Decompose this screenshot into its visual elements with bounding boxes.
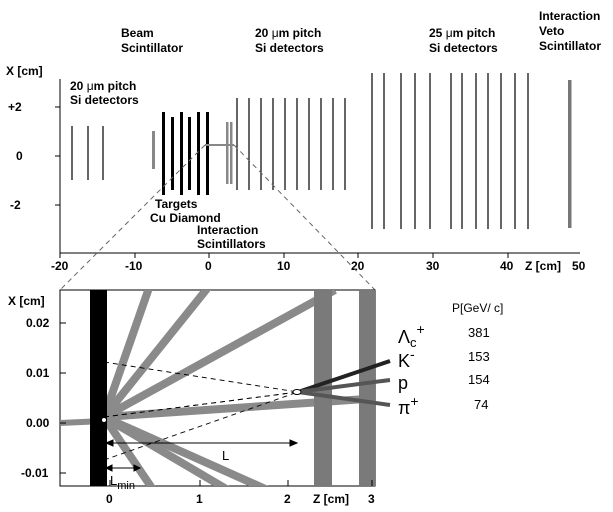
si20b-label-1: 20 μm pitch <box>255 26 321 40</box>
si-detectors-20um-main <box>236 98 346 190</box>
bottom-x-tick-label: 0 <box>106 492 113 506</box>
particle-symbol: Λc+ <box>398 321 425 350</box>
target-bar <box>90 290 107 486</box>
veto-label-1: Interaction <box>539 9 600 23</box>
Lmin-arrow <box>104 464 142 472</box>
veto-label-3: Scintillator <box>539 39 601 53</box>
top-x-tick-label: 10 <box>277 259 291 273</box>
bottom-x-tick-label: 1 <box>196 492 203 506</box>
beam-label-1: Beam <box>121 26 154 40</box>
decay-tracks <box>297 359 391 407</box>
targets <box>162 112 209 195</box>
si-detectors-25um <box>371 73 529 229</box>
top-panel: X [cm] +2 0 -2 -20 -10 0 10 20 30 40 Z [… <box>6 9 601 273</box>
beam-label-2: Scintillator <box>121 41 183 55</box>
top-x-tick-label: -20 <box>51 259 69 273</box>
interaction-scint-label-1: Interaction <box>197 223 258 237</box>
particle-row-lambdac: Λc+ 381 <box>398 321 490 350</box>
L-label: L <box>222 448 229 463</box>
particle-row-piplus: π+ 74 <box>398 393 488 418</box>
si20b-label-2: Si detectors <box>255 41 324 55</box>
bottom-x-tick-label: 3 <box>368 492 375 506</box>
bottom-y-tick-label: -0.01 <box>21 466 49 480</box>
particle-momentum: 154 <box>468 372 490 387</box>
top-y-tick-label: +2 <box>8 100 22 114</box>
momentum-header: P[GeV/ c] <box>452 301 503 315</box>
top-z-axis-label: Z [cm] <box>525 259 561 273</box>
si-detectors-20um-upstream <box>71 126 104 180</box>
si25-label-2: Si detectors <box>429 41 498 55</box>
particle-table: P[GeV/ c] Λc+ 381 K- 153 p 154 π+ 74 <box>398 301 503 418</box>
decay-vertex <box>292 389 302 395</box>
zoom-projection-lines <box>59 144 376 291</box>
particle-symbol: π+ <box>398 393 419 418</box>
top-y-tick-label: -2 <box>10 198 21 212</box>
particle-row-proton: p 154 <box>398 372 490 393</box>
interaction-scint-label-2: Scintillators <box>197 237 266 251</box>
top-x-axis-label: X [cm] <box>6 64 43 78</box>
bottom-z-axis-label: Z [cm] <box>313 492 349 506</box>
primary-tracks <box>100 290 375 486</box>
beam-scintillator <box>152 131 155 169</box>
top-x-tick-label: 40 <box>500 259 514 273</box>
targets-label: Targets <box>155 197 198 211</box>
particle-momentum: 381 <box>468 325 490 340</box>
flight-path-dashed <box>103 361 299 461</box>
particle-symbol: K- <box>398 346 415 371</box>
cu-diamond-label: Cu Diamond <box>150 211 221 225</box>
L-arrow <box>104 439 299 447</box>
top-x-tick-label: 0 <box>205 259 212 273</box>
si-plane-2 <box>359 290 375 486</box>
bottom-y-tick-label: 0.00 <box>26 416 50 430</box>
particle-momentum: 74 <box>474 397 488 412</box>
track-p <box>297 378 391 394</box>
Lmin-label: Lmin <box>110 473 135 492</box>
track-kminus <box>297 359 391 394</box>
top-z-axis-end: 50 <box>572 259 586 273</box>
top-x-tick-label: 30 <box>426 259 440 273</box>
si20a-label-2: Si detectors <box>70 93 139 107</box>
si20a-label-1: 20 μm pitch <box>70 79 136 93</box>
bottom-y-tick-label: 0.02 <box>26 316 50 330</box>
bottom-x-axis-label: X [cm] <box>8 294 45 308</box>
primary-vertex <box>102 418 106 422</box>
bottom-y-tick-label: 0.01 <box>26 366 50 380</box>
veto-scintillator <box>568 80 572 228</box>
particle-symbol: p <box>398 373 408 393</box>
bottom-panel: L Lmin X [cm] 0.02 0.01 0.00 -0.01 0 1 2… <box>8 289 391 506</box>
top-x-tick-label: -10 <box>125 259 143 273</box>
particle-momentum: 153 <box>468 349 490 364</box>
track-piplus <box>297 390 391 407</box>
bottom-x-tick-label: 2 <box>284 492 291 506</box>
veto-label-2: Veto <box>539 24 564 38</box>
interaction-scintillators <box>226 122 233 184</box>
si25-label-1: 25 μm pitch <box>429 26 495 40</box>
particle-row-kminus: K- 153 <box>398 346 490 371</box>
top-x-tick-label: 20 <box>351 259 365 273</box>
top-y-tick-label: 0 <box>16 149 23 163</box>
